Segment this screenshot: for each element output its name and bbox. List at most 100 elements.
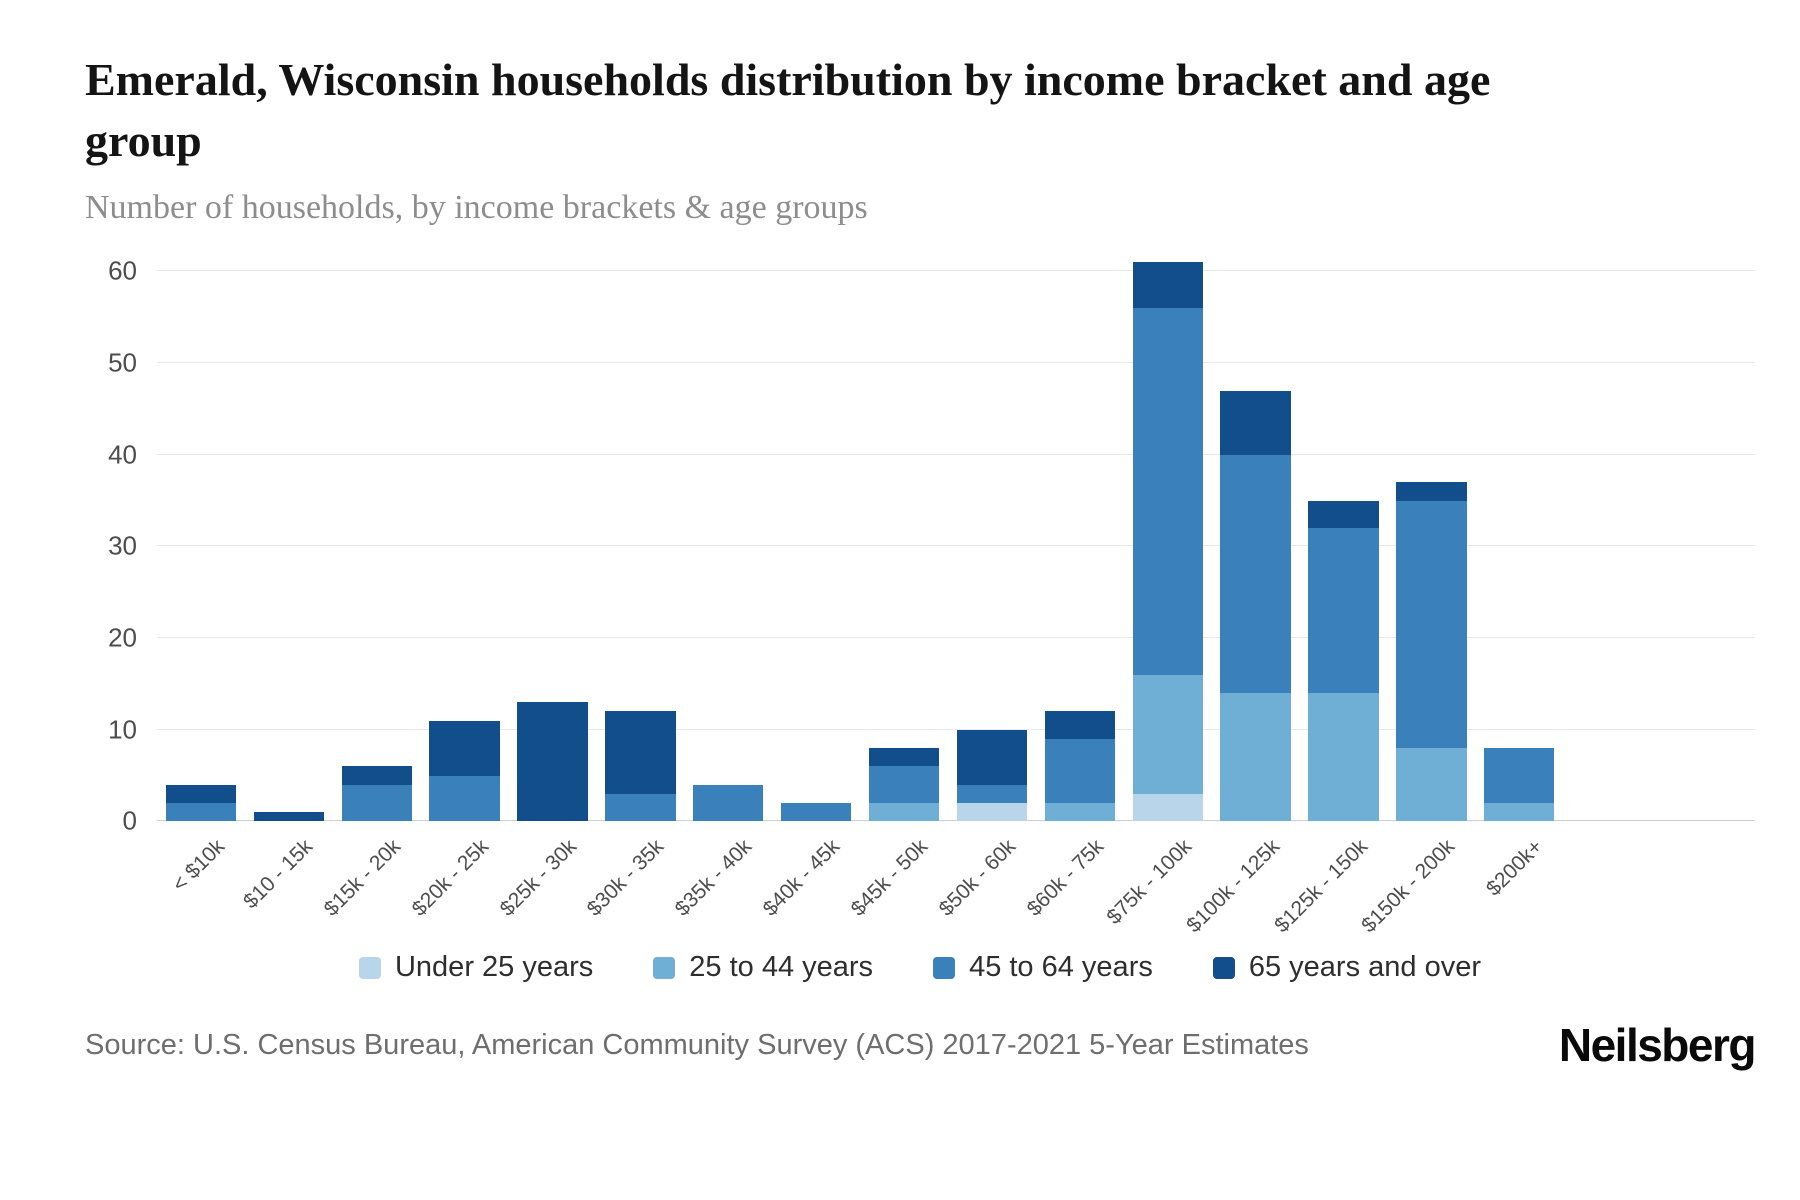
y-tick-label: 0: [122, 805, 137, 836]
stacked-bar[interactable]: [1132, 262, 1203, 822]
bar-segment[interactable]: [517, 702, 588, 822]
stacked-bar[interactable]: [517, 702, 588, 822]
legend-swatch: [1212, 956, 1235, 979]
legend-label: 25 to 44 years: [689, 951, 874, 984]
stacked-bar[interactable]: [956, 729, 1028, 822]
bar-segment[interactable]: [1132, 793, 1203, 822]
legend-swatch: [933, 956, 956, 979]
bar-segment[interactable]: [1220, 693, 1291, 822]
gridline: [157, 728, 1755, 730]
bar-segment[interactable]: [868, 748, 940, 767]
bar-segment[interactable]: [341, 766, 412, 785]
bar-segment[interactable]: [1396, 748, 1467, 822]
bar-slot: $30k - 35k: [583, 271, 684, 921]
bar-segment[interactable]: [1044, 711, 1115, 739]
neilsberg-logo: Neilsberg: [1558, 1019, 1757, 1072]
legend-label: Under 25 years: [394, 951, 594, 984]
stacked-bar[interactable]: [165, 784, 237, 822]
bar-slot: $200k+: [1475, 271, 1563, 901]
source-text: Source: U.S. Census Bureau, American Com…: [85, 1028, 1309, 1061]
bar-segment[interactable]: [165, 784, 237, 804]
bar-segment[interactable]: [956, 784, 1028, 804]
stacked-bar[interactable]: [341, 766, 412, 822]
bar-segment[interactable]: [1044, 738, 1115, 804]
bar-slot: $25k - 30k: [495, 271, 597, 921]
bar-segment[interactable]: [868, 766, 940, 804]
stacked-bar[interactable]: [605, 711, 676, 822]
bar-slot: $35k - 40k: [671, 271, 772, 921]
bar-segment[interactable]: [1308, 528, 1379, 694]
stacked-bar[interactable]: [429, 720, 500, 822]
y-tick-label: 50: [108, 347, 137, 378]
gridline: [157, 453, 1755, 455]
bar-segment[interactable]: [1132, 674, 1203, 794]
legend-item: 25 to 44 years: [653, 951, 873, 984]
bar-segment[interactable]: [341, 784, 412, 822]
bar-slot: $75k - 100k: [1102, 262, 1212, 929]
bar-segment[interactable]: [1396, 482, 1467, 501]
bar-segment[interactable]: [1308, 500, 1379, 529]
stacked-bar[interactable]: [1044, 711, 1115, 822]
bar-slot: $15k - 20k: [319, 271, 421, 921]
bar-slot: $150k - 200k: [1358, 271, 1475, 938]
legend: Under 25 years 25 to 44 years 45 to 64 yea…: [85, 951, 1755, 984]
bar-segment[interactable]: [1220, 390, 1291, 455]
bar-segment[interactable]: [1396, 500, 1467, 749]
stacked-bar-chart: 0 10 20 30 40 50 60 < $10k $10 - 15k $15k - 20k $2…: [85, 256, 1755, 938]
bar-slot: $40k - 45k: [759, 271, 860, 921]
bar-segment[interactable]: [1044, 803, 1115, 822]
stacked-bar[interactable]: [1308, 500, 1379, 822]
y-tick-label: 60: [108, 255, 137, 286]
stacked-bar[interactable]: [1220, 390, 1291, 822]
bar-segment[interactable]: [693, 784, 764, 822]
stacked-bar[interactable]: [1484, 748, 1555, 822]
stacked-bar[interactable]: [253, 812, 324, 822]
bar-segment[interactable]: [605, 711, 676, 794]
legend-swatch: [653, 956, 676, 979]
bar-slot: $60k - 75k: [1023, 271, 1124, 921]
bar-segment[interactable]: [1220, 454, 1291, 694]
bar-slot: $100k - 125k: [1182, 271, 1300, 938]
bar-segment[interactable]: [1308, 693, 1379, 822]
stacked-bar[interactable]: [693, 784, 764, 822]
legend-label: 65 years and over: [1248, 951, 1482, 984]
bars-row: < $10k $10 - 15k $15k - 20k $20k - 25k $25k …: [157, 262, 1563, 938]
bar-segment[interactable]: [1484, 748, 1555, 804]
bar-segment[interactable]: [1484, 803, 1555, 822]
stacked-bar[interactable]: [781, 803, 852, 822]
bar-segment[interactable]: [781, 803, 852, 822]
bar-segment[interactable]: [605, 793, 676, 822]
y-tick-label: 10: [108, 714, 137, 745]
bar-slot: $125k - 150k: [1270, 271, 1388, 938]
bar-segment[interactable]: [429, 720, 500, 776]
bar-segment[interactable]: [1132, 262, 1203, 309]
stacked-bar[interactable]: [1396, 482, 1467, 822]
legend-swatch: [358, 956, 381, 979]
bar-slot: < $10k: [157, 271, 245, 897]
gridline: [157, 362, 1755, 364]
bar-segment[interactable]: [253, 812, 324, 822]
chart-subtitle: Number of households, by income brackets…: [85, 189, 868, 227]
bar-segment[interactable]: [868, 803, 940, 822]
legend-item: Under 25 years: [358, 951, 594, 984]
legend-item: 65 years and over: [1212, 951, 1482, 984]
x-axis-baseline: [157, 820, 1755, 822]
bar-slot: $10 - 15k: [239, 271, 333, 914]
legend-label: 45 to 64 years: [969, 951, 1153, 984]
bar-segment[interactable]: [165, 803, 237, 822]
gridline: [157, 270, 1755, 272]
bar-slot: $45k - 50k: [847, 271, 948, 921]
bar-segment[interactable]: [956, 729, 1028, 785]
legend-item: 45 to 64 years: [933, 951, 1153, 984]
bar-slot: $50k - 60k: [935, 271, 1036, 921]
bar-slot: $20k - 25k: [407, 271, 509, 921]
bar-segment[interactable]: [1132, 308, 1203, 675]
y-tick-label: 30: [108, 530, 137, 561]
gridline: [157, 637, 1755, 639]
bar-segment[interactable]: [429, 775, 500, 822]
bar-segment[interactable]: [956, 803, 1028, 822]
stacked-bar[interactable]: [868, 748, 940, 822]
y-tick-label: 40: [108, 439, 137, 470]
gridline: [157, 545, 1755, 547]
